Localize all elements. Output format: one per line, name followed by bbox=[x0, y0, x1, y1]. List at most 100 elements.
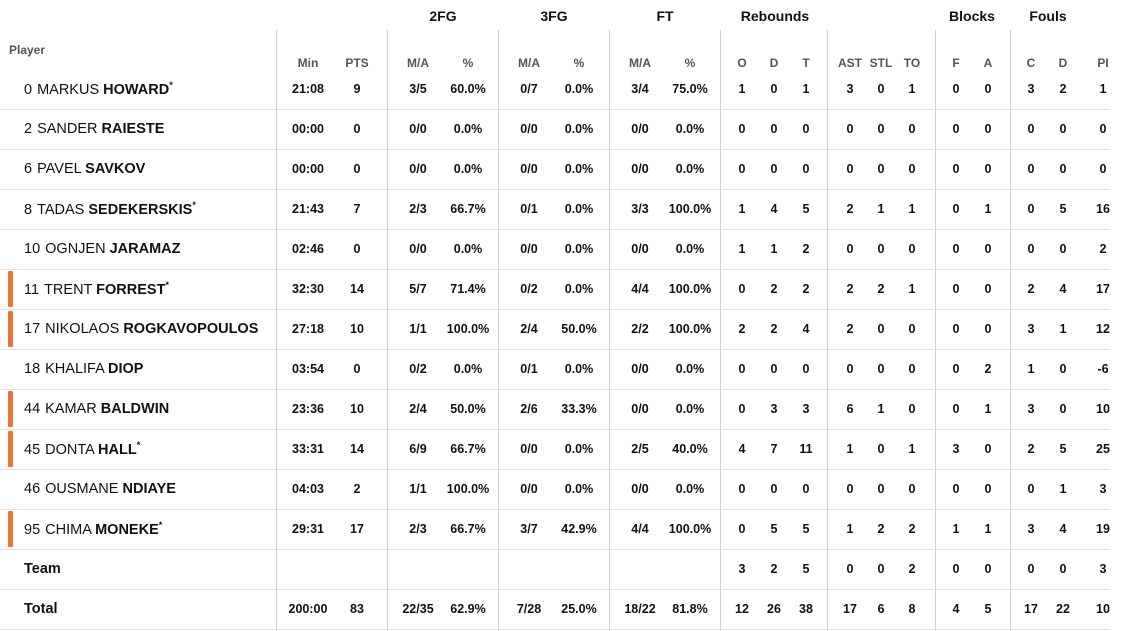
stat-cell: 0.0% bbox=[564, 282, 594, 296]
stat-cell: 0/2 bbox=[409, 362, 427, 376]
highlight-bar bbox=[8, 511, 13, 547]
stat-cell: 6/9 bbox=[409, 442, 427, 456]
stat-cell: 0 bbox=[984, 162, 992, 176]
stat-cell: 0 bbox=[1027, 242, 1035, 256]
stat-cell: 7/28 bbox=[516, 602, 542, 616]
stat-cell: 26 bbox=[767, 602, 781, 616]
column-separator bbox=[387, 30, 388, 631]
group-header: 2FG bbox=[429, 8, 457, 24]
highlight-bar bbox=[8, 431, 13, 467]
starter-mark: * bbox=[169, 80, 173, 91]
player-name: 10 OGNJEN JARAMAZ bbox=[24, 241, 180, 257]
stat-cell: 1 bbox=[738, 82, 746, 96]
stat-cell: 1 bbox=[952, 522, 960, 536]
stat-cell: 3/5 bbox=[409, 82, 427, 96]
stat-cell: 0.0% bbox=[564, 162, 594, 176]
stat-cell: 0 bbox=[952, 362, 960, 376]
column-header: PTS bbox=[345, 56, 369, 70]
stat-cell: 2 bbox=[353, 482, 361, 496]
stat-cell: 2 bbox=[877, 522, 885, 536]
stat-cell: 1 bbox=[908, 202, 916, 216]
stat-cell: 14 bbox=[350, 282, 364, 296]
column-header: C bbox=[1026, 56, 1036, 70]
column-separator bbox=[720, 30, 721, 631]
stat-cell: 0 bbox=[738, 282, 746, 296]
last-name: MONEKE bbox=[95, 521, 159, 538]
stat-cell: 3 bbox=[1027, 82, 1035, 96]
stat-cell: 17 bbox=[1024, 602, 1038, 616]
stat-cell: 0 bbox=[877, 322, 885, 336]
stat-cell: 17 bbox=[843, 602, 857, 616]
stat-cell: 2/3 bbox=[409, 522, 427, 536]
stat-cell: 14 bbox=[350, 442, 364, 456]
stat-cell: 0.0% bbox=[564, 362, 594, 376]
stat-cell: 3 bbox=[738, 562, 746, 576]
stat-cell: 03:54 bbox=[292, 362, 324, 376]
stat-cell: 1 bbox=[802, 82, 810, 96]
stat-cell: 9 bbox=[353, 82, 361, 96]
stat-cell: 0 bbox=[908, 362, 916, 376]
column-header: T bbox=[802, 56, 810, 70]
stat-cell: 0 bbox=[846, 362, 854, 376]
stat-cell: 5 bbox=[1059, 442, 1067, 456]
column-header: M/A bbox=[629, 56, 651, 70]
stat-cell: 0 bbox=[908, 322, 916, 336]
stat-cell: 6 bbox=[877, 602, 885, 616]
stat-cell: 1 bbox=[1059, 322, 1067, 336]
stat-cell: 4 bbox=[952, 602, 960, 616]
row-divider bbox=[0, 389, 1110, 390]
stat-cell: 0 bbox=[877, 242, 885, 256]
column-header: O bbox=[737, 56, 747, 70]
first-name: OUSMANE bbox=[45, 481, 119, 497]
stat-cell: 1 bbox=[770, 242, 778, 256]
column-header: D bbox=[769, 56, 779, 70]
stat-cell: 2/2 bbox=[631, 322, 649, 336]
stat-cell: 5 bbox=[770, 522, 778, 536]
stat-cell: 3/4 bbox=[631, 82, 649, 96]
player-number: 0 bbox=[24, 81, 33, 98]
stat-cell: 4 bbox=[1059, 282, 1067, 296]
stat-cell: 22/35 bbox=[402, 602, 434, 616]
stat-cell: 0 bbox=[770, 82, 778, 96]
stat-cell: 00:00 bbox=[292, 162, 324, 176]
stat-cell: 0 bbox=[877, 162, 885, 176]
player-number: 44 bbox=[24, 401, 41, 417]
stat-cell: 0 bbox=[984, 282, 992, 296]
stat-cell: 1 bbox=[984, 402, 992, 416]
stat-cell: 0 bbox=[1027, 122, 1035, 136]
row-divider bbox=[0, 109, 1110, 110]
player-number: 18 bbox=[24, 361, 41, 377]
player-number: 6 bbox=[24, 161, 33, 177]
first-name: TRENT bbox=[44, 281, 93, 298]
stat-cell: 3 bbox=[770, 402, 778, 416]
stat-cell: 0 bbox=[738, 482, 746, 496]
row-divider bbox=[0, 589, 1110, 590]
stat-cell: 0 bbox=[952, 322, 960, 336]
stat-cell: 0.0% bbox=[564, 242, 594, 256]
row-divider bbox=[0, 429, 1110, 430]
stat-cell: 0/0 bbox=[631, 482, 649, 496]
column-separator bbox=[276, 30, 277, 631]
stat-cell: 1 bbox=[1027, 362, 1035, 376]
stat-cell: 0 bbox=[1059, 162, 1067, 176]
group-header: Fouls bbox=[1029, 8, 1067, 24]
stat-cell: 200:00 bbox=[288, 602, 328, 616]
stat-cell: 50.0% bbox=[561, 322, 597, 336]
stat-cell: 0.0% bbox=[675, 242, 705, 256]
stat-cell: 4 bbox=[1059, 522, 1067, 536]
stat-cell: 17 bbox=[350, 522, 364, 536]
stat-cell: 1 bbox=[1059, 482, 1067, 496]
first-name: TADAS bbox=[37, 201, 85, 218]
player-header: Player bbox=[9, 43, 46, 57]
stat-cell: 5/7 bbox=[409, 282, 427, 296]
stat-cell: 1 bbox=[908, 282, 916, 296]
row-divider bbox=[0, 549, 1110, 550]
stat-cell: 3 bbox=[1099, 562, 1107, 576]
stat-cell: 0/0 bbox=[631, 242, 649, 256]
stat-cell: 100.0% bbox=[668, 322, 712, 336]
stat-cell: 0/1 bbox=[520, 362, 538, 376]
stat-cell: 0 bbox=[952, 122, 960, 136]
stat-cell: 0 bbox=[846, 242, 854, 256]
row-divider bbox=[0, 149, 1110, 150]
stat-cell: 7 bbox=[770, 442, 778, 456]
